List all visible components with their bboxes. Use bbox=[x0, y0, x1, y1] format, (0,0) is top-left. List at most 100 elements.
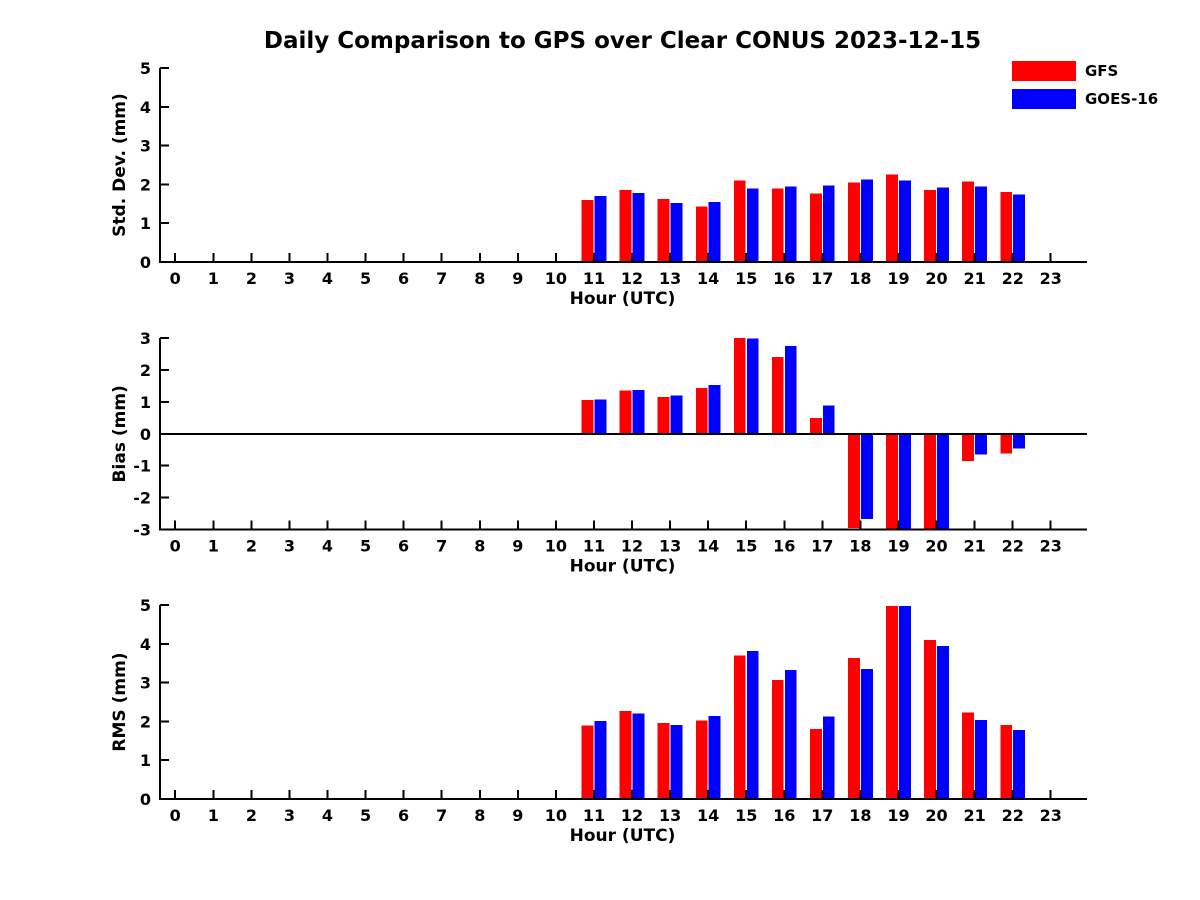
bar-gfs-h14 bbox=[695, 388, 708, 434]
y-tick-label: 0 bbox=[140, 790, 151, 809]
x-tick-label: 10 bbox=[545, 806, 567, 825]
legend-item-goes16: GOES-16 bbox=[1012, 89, 1158, 109]
bar-goes-16-h14 bbox=[708, 384, 721, 434]
goes16-color-swatch bbox=[1012, 89, 1076, 109]
bar-goes-16-h11 bbox=[594, 721, 607, 799]
y-tick-label: 1 bbox=[140, 393, 151, 412]
bar-gfs-h21 bbox=[962, 433, 974, 461]
x-tick-label: 1 bbox=[208, 806, 219, 825]
std-dev-chart: 0 1 2 3 4 5 6 7 8 9 10 11 12 13 14 15 16 17 18 19 20 21 22 2301… bbox=[110, 59, 1087, 309]
bar-gfs-h20 bbox=[924, 190, 936, 262]
x-tick-label: 6 bbox=[398, 537, 409, 556]
x-tick-label: 22 bbox=[1002, 537, 1024, 556]
y-tick-label: 1 bbox=[140, 751, 151, 770]
x-tick-label: 22 bbox=[1002, 806, 1024, 825]
x-tick-label: 18 bbox=[849, 269, 871, 288]
x-tick-label: 14 bbox=[697, 806, 719, 825]
x-tick-label: 16 bbox=[773, 269, 795, 288]
bar-goes-16-h13 bbox=[670, 395, 683, 434]
bar-gfs-h12 bbox=[619, 710, 632, 799]
bar-goes-16-h18 bbox=[861, 433, 873, 519]
x-tick-label: 17 bbox=[811, 269, 833, 288]
x-tick-label: 3 bbox=[284, 269, 295, 288]
x-tick-label: 23 bbox=[1040, 806, 1062, 825]
bar-gfs-h22 bbox=[1000, 433, 1013, 454]
bar-goes-16-h19 bbox=[899, 605, 911, 799]
x-tick-label: 10 bbox=[545, 269, 567, 288]
bar-gfs-h12 bbox=[619, 190, 632, 262]
x-tick-label: 5 bbox=[360, 269, 371, 288]
goes16-legend-label: GOES-16 bbox=[1085, 90, 1159, 108]
bar-gfs-h21 bbox=[962, 181, 974, 262]
y-axis-label: Bias (mm) bbox=[110, 385, 130, 482]
x-tick-label: 10 bbox=[545, 537, 567, 556]
x-tick-label: 21 bbox=[963, 537, 985, 556]
x-tick-label: 17 bbox=[811, 806, 833, 825]
bar-goes-16-h17 bbox=[822, 185, 835, 262]
x-tick-label: 11 bbox=[583, 269, 605, 288]
x-tick-label: 15 bbox=[735, 806, 757, 825]
y-tick-label: 2 bbox=[140, 175, 151, 194]
x-tick-label: 20 bbox=[925, 537, 947, 556]
x-tick-label: 19 bbox=[887, 269, 909, 288]
bar-goes-16-h20 bbox=[937, 646, 949, 799]
legend: GFS GOES-16 bbox=[1012, 61, 1158, 109]
bar-goes-16-h12 bbox=[632, 390, 645, 434]
bar-goes-16-h15 bbox=[746, 650, 759, 799]
y-tick-label: 1 bbox=[140, 214, 151, 233]
bar-goes-16-h16 bbox=[784, 186, 797, 262]
y-tick-label: 2 bbox=[140, 361, 151, 380]
x-tick-label: 13 bbox=[659, 806, 681, 825]
x-tick-label: 8 bbox=[474, 537, 485, 556]
x-tick-label: 0 bbox=[170, 269, 181, 288]
bar-gfs-h11 bbox=[581, 199, 594, 262]
x-tick-label: 5 bbox=[360, 537, 371, 556]
bar-gfs-h17 bbox=[810, 193, 822, 262]
bar-goes-16-h14 bbox=[708, 201, 721, 262]
bar-gfs-h12 bbox=[619, 390, 632, 434]
bar-goes-16-h17 bbox=[822, 716, 835, 799]
x-tick-label: 9 bbox=[512, 537, 523, 556]
bar-gfs-h13 bbox=[657, 723, 670, 799]
bias-chart: 0 1 2 3 4 5 6 7 8 9 10 11 12 13 14 15 16 17 18 19 20 21 22 23-3… bbox=[110, 329, 1087, 577]
figure-title: Daily Comparison to GPS over Clear CONUS… bbox=[263, 28, 982, 54]
x-tick-label: 20 bbox=[925, 806, 947, 825]
bar-goes-16-h22 bbox=[1013, 729, 1025, 799]
bar-goes-16-h11 bbox=[594, 399, 607, 434]
bar-goes-16-h22 bbox=[1013, 433, 1025, 449]
y-tick-label: 5 bbox=[140, 596, 151, 615]
bar-goes-16-h14 bbox=[708, 716, 721, 799]
x-tick-label: 22 bbox=[1002, 269, 1024, 288]
x-tick-label: 23 bbox=[1040, 269, 1062, 288]
y-axis-label: Std. Dev. (mm) bbox=[110, 93, 130, 237]
bar-gfs-h15 bbox=[733, 180, 746, 262]
x-tick-label: 4 bbox=[322, 269, 333, 288]
bar-gfs-h20 bbox=[924, 639, 936, 799]
bar-gfs-h22 bbox=[1000, 724, 1013, 799]
x-tick-label: 6 bbox=[398, 806, 409, 825]
bar-goes-16-h16 bbox=[784, 346, 797, 434]
x-tick-label: 13 bbox=[659, 537, 681, 556]
x-tick-label: 15 bbox=[735, 537, 757, 556]
x-tick-label: 11 bbox=[583, 806, 605, 825]
x-tick-label: 12 bbox=[621, 537, 643, 556]
x-tick-label: 6 bbox=[398, 269, 409, 288]
bar-gfs-h19 bbox=[886, 433, 898, 530]
bar-goes-16-h13 bbox=[670, 724, 683, 799]
bar-gfs-h22 bbox=[1000, 191, 1013, 262]
y-tick-label: 4 bbox=[140, 98, 151, 117]
y-tick-label: 4 bbox=[140, 635, 151, 654]
y-tick-label: 2 bbox=[140, 712, 151, 731]
gfs-legend-label: GFS bbox=[1085, 62, 1119, 80]
bar-goes-16-h15 bbox=[746, 338, 759, 434]
y-tick-label: 3 bbox=[140, 674, 151, 693]
x-tick-label: 14 bbox=[697, 537, 719, 556]
x-tick-label: 1 bbox=[208, 537, 219, 556]
bar-gfs-h13 bbox=[657, 397, 670, 434]
y-tick-label: 5 bbox=[140, 59, 151, 78]
x-tick-label: 7 bbox=[436, 269, 447, 288]
x-tick-label: 21 bbox=[963, 806, 985, 825]
y-tick-label: -1 bbox=[133, 457, 151, 476]
bar-gfs-h20 bbox=[924, 433, 936, 530]
